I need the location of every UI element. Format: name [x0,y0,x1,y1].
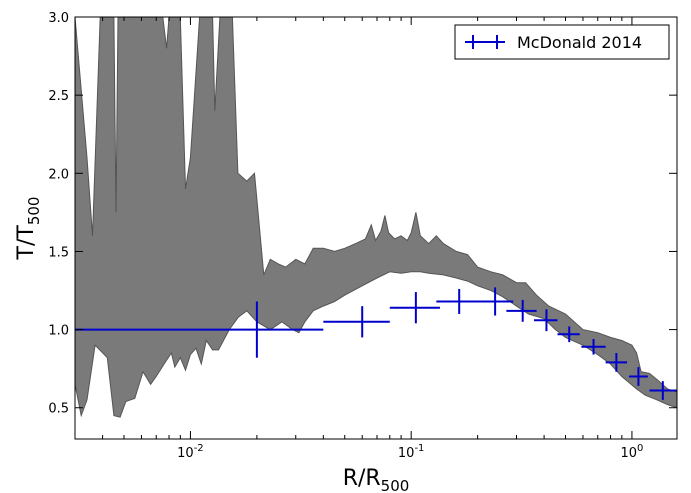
axis-ticks [74,16,677,439]
y-tick-label: 1.5 [48,245,69,260]
data-point-6 [506,299,537,322]
x-axis-label-subscript: 500 [381,477,410,493]
x-tick-label: 10-2 [177,443,204,461]
legend: McDonald 2014 [454,24,670,60]
data-point-8 [557,326,580,343]
data-point-2 [323,306,390,338]
data-point-3 [389,292,440,324]
x-tick-label: 10-1 [398,443,425,461]
series-layer [75,287,677,400]
y-tick-label: 0.5 [48,402,69,417]
y-axis-label-subscript: 500 [25,197,43,226]
data-point-12 [649,381,677,400]
legend-label: McDonald 2014 [517,33,642,52]
data-point-1 [75,301,324,358]
y-axis-label-main: T/T [14,225,39,261]
y-tick-label: 2.0 [48,167,69,182]
y-tick-label: 3.0 [48,11,69,26]
data-point-9 [581,338,606,355]
x-tick-label: 100 [620,443,643,461]
data-point-7 [533,309,558,332]
y-tick-label: 2.5 [48,89,69,104]
tick-labels: 0.5 1.0 1.5 2.0 2.5 3.0 10-2 10-1 100 [48,11,643,461]
legend-marker [465,35,505,49]
x-axis-label-main: R/R [343,466,381,491]
plot-area [75,17,677,418]
x-axis-label: R/R500 [343,466,410,493]
y-axis-label: T/T500 [14,197,43,261]
data-point-10 [605,353,628,372]
plot-frame [74,16,678,440]
y-tick-label: 1.0 [48,324,69,339]
temperature-range-band [75,17,677,418]
data-point-11 [629,367,648,386]
data-point-5 [472,287,514,316]
